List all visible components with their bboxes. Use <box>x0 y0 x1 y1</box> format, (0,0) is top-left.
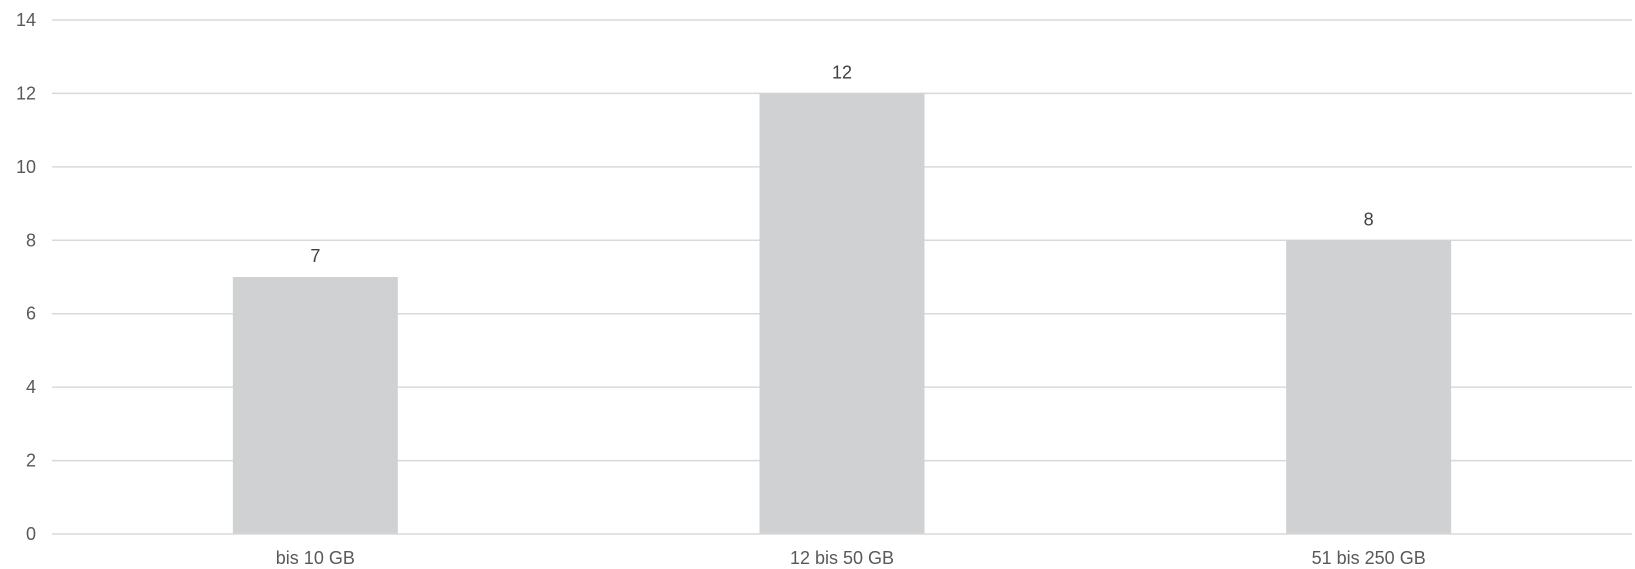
bar-2 <box>1286 240 1452 535</box>
x-tick-label-1: 12 bis 50 GB <box>790 548 894 568</box>
y-tick-label-14: 14 <box>16 10 36 30</box>
data-label-0: 7 <box>310 246 320 266</box>
data-label-2: 8 <box>1364 209 1374 229</box>
y-tick-label-0: 0 <box>26 524 36 544</box>
y-tick-label-8: 8 <box>26 230 36 250</box>
x-axis-ticks: bis 10 GB 12 bis 50 GB 51 bis 250 GB <box>276 548 1426 568</box>
bar-0 <box>232 277 398 534</box>
data-label-1: 12 <box>832 62 852 82</box>
y-tick-label-4: 4 <box>26 377 36 397</box>
x-tick-label-0: bis 10 GB <box>276 548 355 568</box>
y-tick-label-2: 2 <box>26 451 36 471</box>
y-tick-label-12: 12 <box>16 83 36 103</box>
bars <box>232 93 1452 535</box>
bar-1 <box>759 93 925 534</box>
y-axis-ticks: 0 2 4 6 8 10 12 14 <box>16 10 36 544</box>
data-labels: 7 12 8 <box>310 62 1373 266</box>
y-tick-label-6: 6 <box>26 304 36 324</box>
x-tick-label-2: 51 bis 250 GB <box>1312 548 1426 568</box>
y-tick-label-10: 10 <box>16 157 36 177</box>
